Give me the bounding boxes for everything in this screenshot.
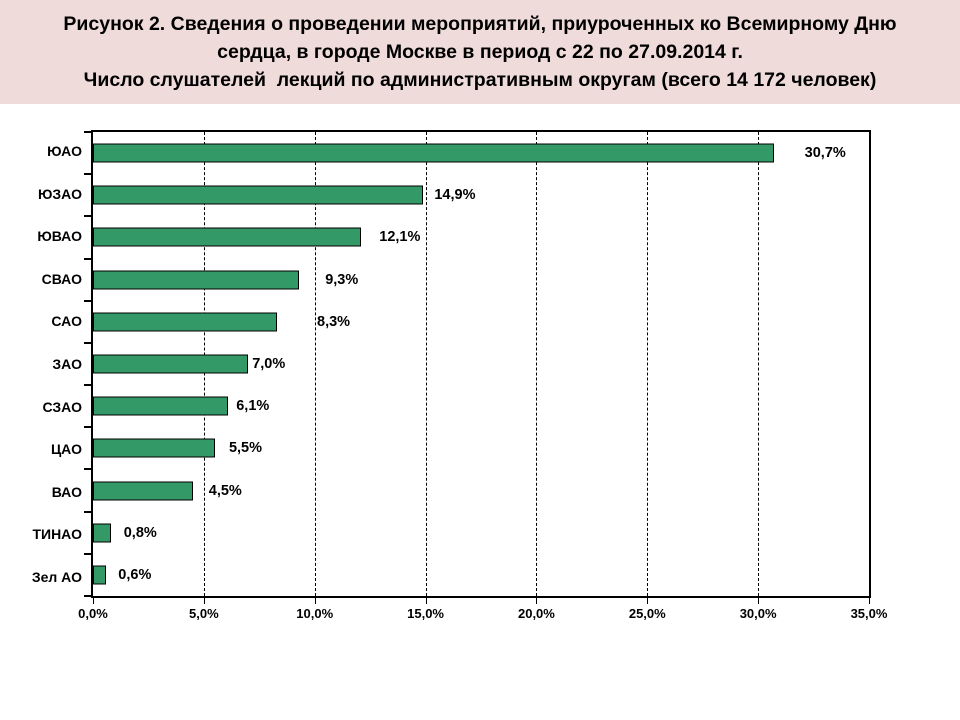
category-label: СВАО [41,270,82,287]
bar-row: 4,5% [93,470,869,512]
category-label: ЗАО [52,356,82,372]
category-label: ЮЗАО [37,185,82,202]
x-axis-label: 30,0% [739,606,777,621]
title-line-3: Число слушателей лекций по административ… [83,69,877,91]
x-axis-tick [758,598,760,604]
title-line-2: сердца, в городе Москве в период с 22 по… [217,41,743,63]
bar-row: 0,8% [93,512,869,554]
category-axis-tick [84,341,91,344]
bar [93,354,249,374]
category-axis-tick [84,510,91,513]
title-line-1: Рисунок 2. Сведения о проведении меропри… [63,13,897,35]
category-axis-tick [84,552,91,555]
category-axis-tick [84,257,91,260]
bar-value-label: 0,6% [118,566,152,583]
x-axis-tick [536,598,538,604]
bar-value-label: 14,9% [434,187,476,204]
bar-row: 8,3% [93,301,869,343]
title-banner: Рисунок 2. Сведения о проведении меропри… [0,0,960,104]
bar-value-label: 7,0% [252,356,286,373]
category-label: СЗАО [42,398,82,415]
x-axis-tick [647,598,649,604]
x-axis-ticks [93,598,870,604]
category-label: ЦАО [50,441,82,458]
bar-value-label: 9,3% [325,271,359,288]
bar [93,270,300,290]
category-label: Зел АО [31,568,82,585]
category-label: ЮАО [47,143,82,160]
plot-area: 30,7% 14,9% 12,1% 9,3% 8,3% 7,0% 6,1% 5,5% 4,5% 0… [84,130,871,598]
gridline [758,132,760,596]
bar [93,523,111,543]
bar [93,438,215,458]
gridline [647,132,649,596]
category-axis-tick [84,131,91,133]
bar-value-label: 12,1% [379,229,421,246]
bar-row: 12,1% [93,216,869,258]
x-axis-tick [314,598,316,604]
category-axis-tick [84,299,91,302]
category-label: ВАО [51,483,82,500]
category-axis-tick [84,215,91,218]
category-label: ТИНАО [32,526,82,543]
x-axis-label: 5,0% [189,606,219,621]
bar-value-label: 0,8% [123,524,157,541]
bar-row: 9,3% [93,259,869,301]
category-axis-tick [84,426,91,429]
bar-row: 30,7% [93,132,869,174]
category-label: ЮВАО [37,228,82,245]
bar-value-label: 8,3% [317,313,351,330]
x-axis-label: 35,0% [850,606,888,621]
category-label: САО [51,313,82,330]
bar-row: 5,5% [93,427,869,469]
gridline [314,132,316,596]
bar-value-label: 4,5% [208,482,242,499]
x-axis-label: 0,0% [78,606,108,621]
bar-rows: 30,7% 14,9% 12,1% 9,3% 8,3% 7,0% 6,1% 5,5% 4,5% 0… [93,132,869,596]
bar [93,312,278,332]
bar-row: 14,9% [93,174,869,216]
x-axis-label: 10,0% [296,606,334,621]
x-axis-tick [203,598,205,604]
gridline [425,132,427,596]
bar [93,565,107,585]
bar [93,481,193,501]
x-axis-tick [425,598,427,604]
x-axis-label: 25,0% [628,606,666,621]
category-axis-tick [84,468,91,471]
category-axis-tick [84,384,91,387]
bar-row: 7,0% [93,343,869,385]
category-axis-labels: ЮАО ЮЗАО ЮВАО СВАО САО ЗАО СЗАО ЦАО ВАО ТИНАО Зел … [0,130,82,598]
bar-row: 6,1% [93,385,869,427]
x-axis-tick [93,598,94,604]
category-axis-tick [84,173,91,176]
bar-value-label: 5,5% [228,440,262,457]
bar [93,143,774,163]
bar-value-label: 6,1% [236,398,270,415]
x-axis-label: 20,0% [517,606,555,621]
bar-value-label: 30,7% [804,145,846,162]
bar-row: 0,6% [93,554,869,596]
bar [93,227,362,247]
bar [93,185,424,205]
bar [93,396,229,416]
category-axis-tick [84,595,91,597]
x-axis-label: 15,0% [407,606,444,621]
gridline [536,132,538,596]
x-axis-labels: 0,0% 5,0% 10,0% 15,0% 20,0% 25,0% 30,0% 35,0% [78,606,887,624]
x-axis-tick [869,598,870,604]
